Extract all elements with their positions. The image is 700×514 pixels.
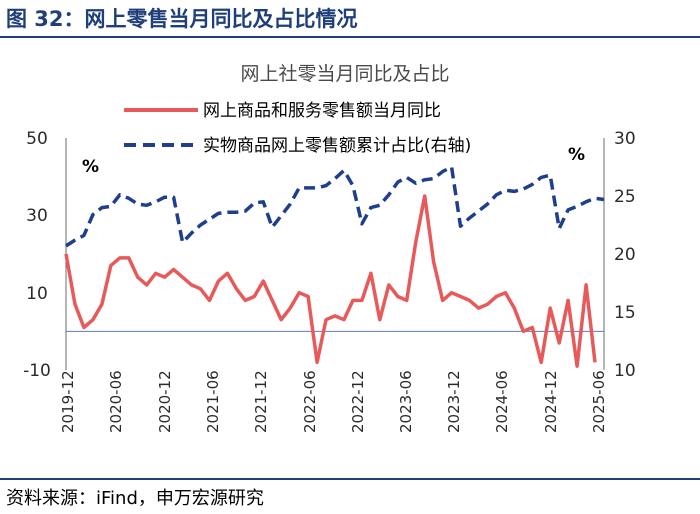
x-tick-label: 2023-12 — [445, 370, 463, 433]
right-axis-unit: % — [568, 145, 585, 165]
left-tick-label: -10 — [23, 361, 51, 381]
source-divider — [0, 478, 700, 480]
legend-label-share: 实物商品网上零售额累计占比(右轴) — [203, 136, 471, 156]
x-tick-label: 2025-06 — [590, 370, 608, 433]
x-tick-label: 2024-06 — [493, 370, 511, 433]
series-line-physical-goods-share — [65, 165, 605, 248]
right-tick-label: 30 — [614, 129, 636, 149]
x-tick-label: 2019-12 — [59, 370, 77, 433]
right-tick-label: 25 — [614, 187, 636, 207]
series-line-online-retail-yoy — [64, 194, 597, 368]
chart: 网上社零当月同比及占比 网上商品和服务零售额当月同比 实物商品网上零售额累计占比… — [23, 63, 636, 433]
x-tick-label: 2021-12 — [252, 370, 270, 433]
right-tick-label: 10 — [614, 361, 636, 381]
figure-title: 图 32：网上零售当月同比及占比情况 — [6, 7, 358, 31]
left-tick-label: 10 — [26, 284, 48, 304]
x-tick-label: 2022-12 — [349, 370, 367, 433]
right-tick-label: 15 — [614, 303, 636, 323]
right-tick-label: 20 — [614, 245, 636, 265]
x-tick-label: 2024-12 — [542, 370, 560, 433]
left-axis-unit: % — [82, 157, 99, 177]
source-note: 资料来源：iFind，申万宏源研究 — [6, 488, 264, 509]
x-tick-label: 2023-06 — [397, 370, 415, 433]
x-tick-label: 2020-12 — [156, 370, 174, 433]
chart-title: 网上社零当月同比及占比 — [240, 63, 449, 85]
x-tick-label: 2022-06 — [301, 370, 319, 433]
x-tick-label: 2021-06 — [204, 370, 222, 433]
left-tick-label: 50 — [26, 129, 48, 149]
x-tick-label: 2020-06 — [107, 370, 125, 433]
left-tick-label: 30 — [26, 206, 48, 226]
legend-label-growth: 网上商品和服务零售额当月同比 — [203, 101, 441, 121]
title-divider — [0, 36, 700, 38]
